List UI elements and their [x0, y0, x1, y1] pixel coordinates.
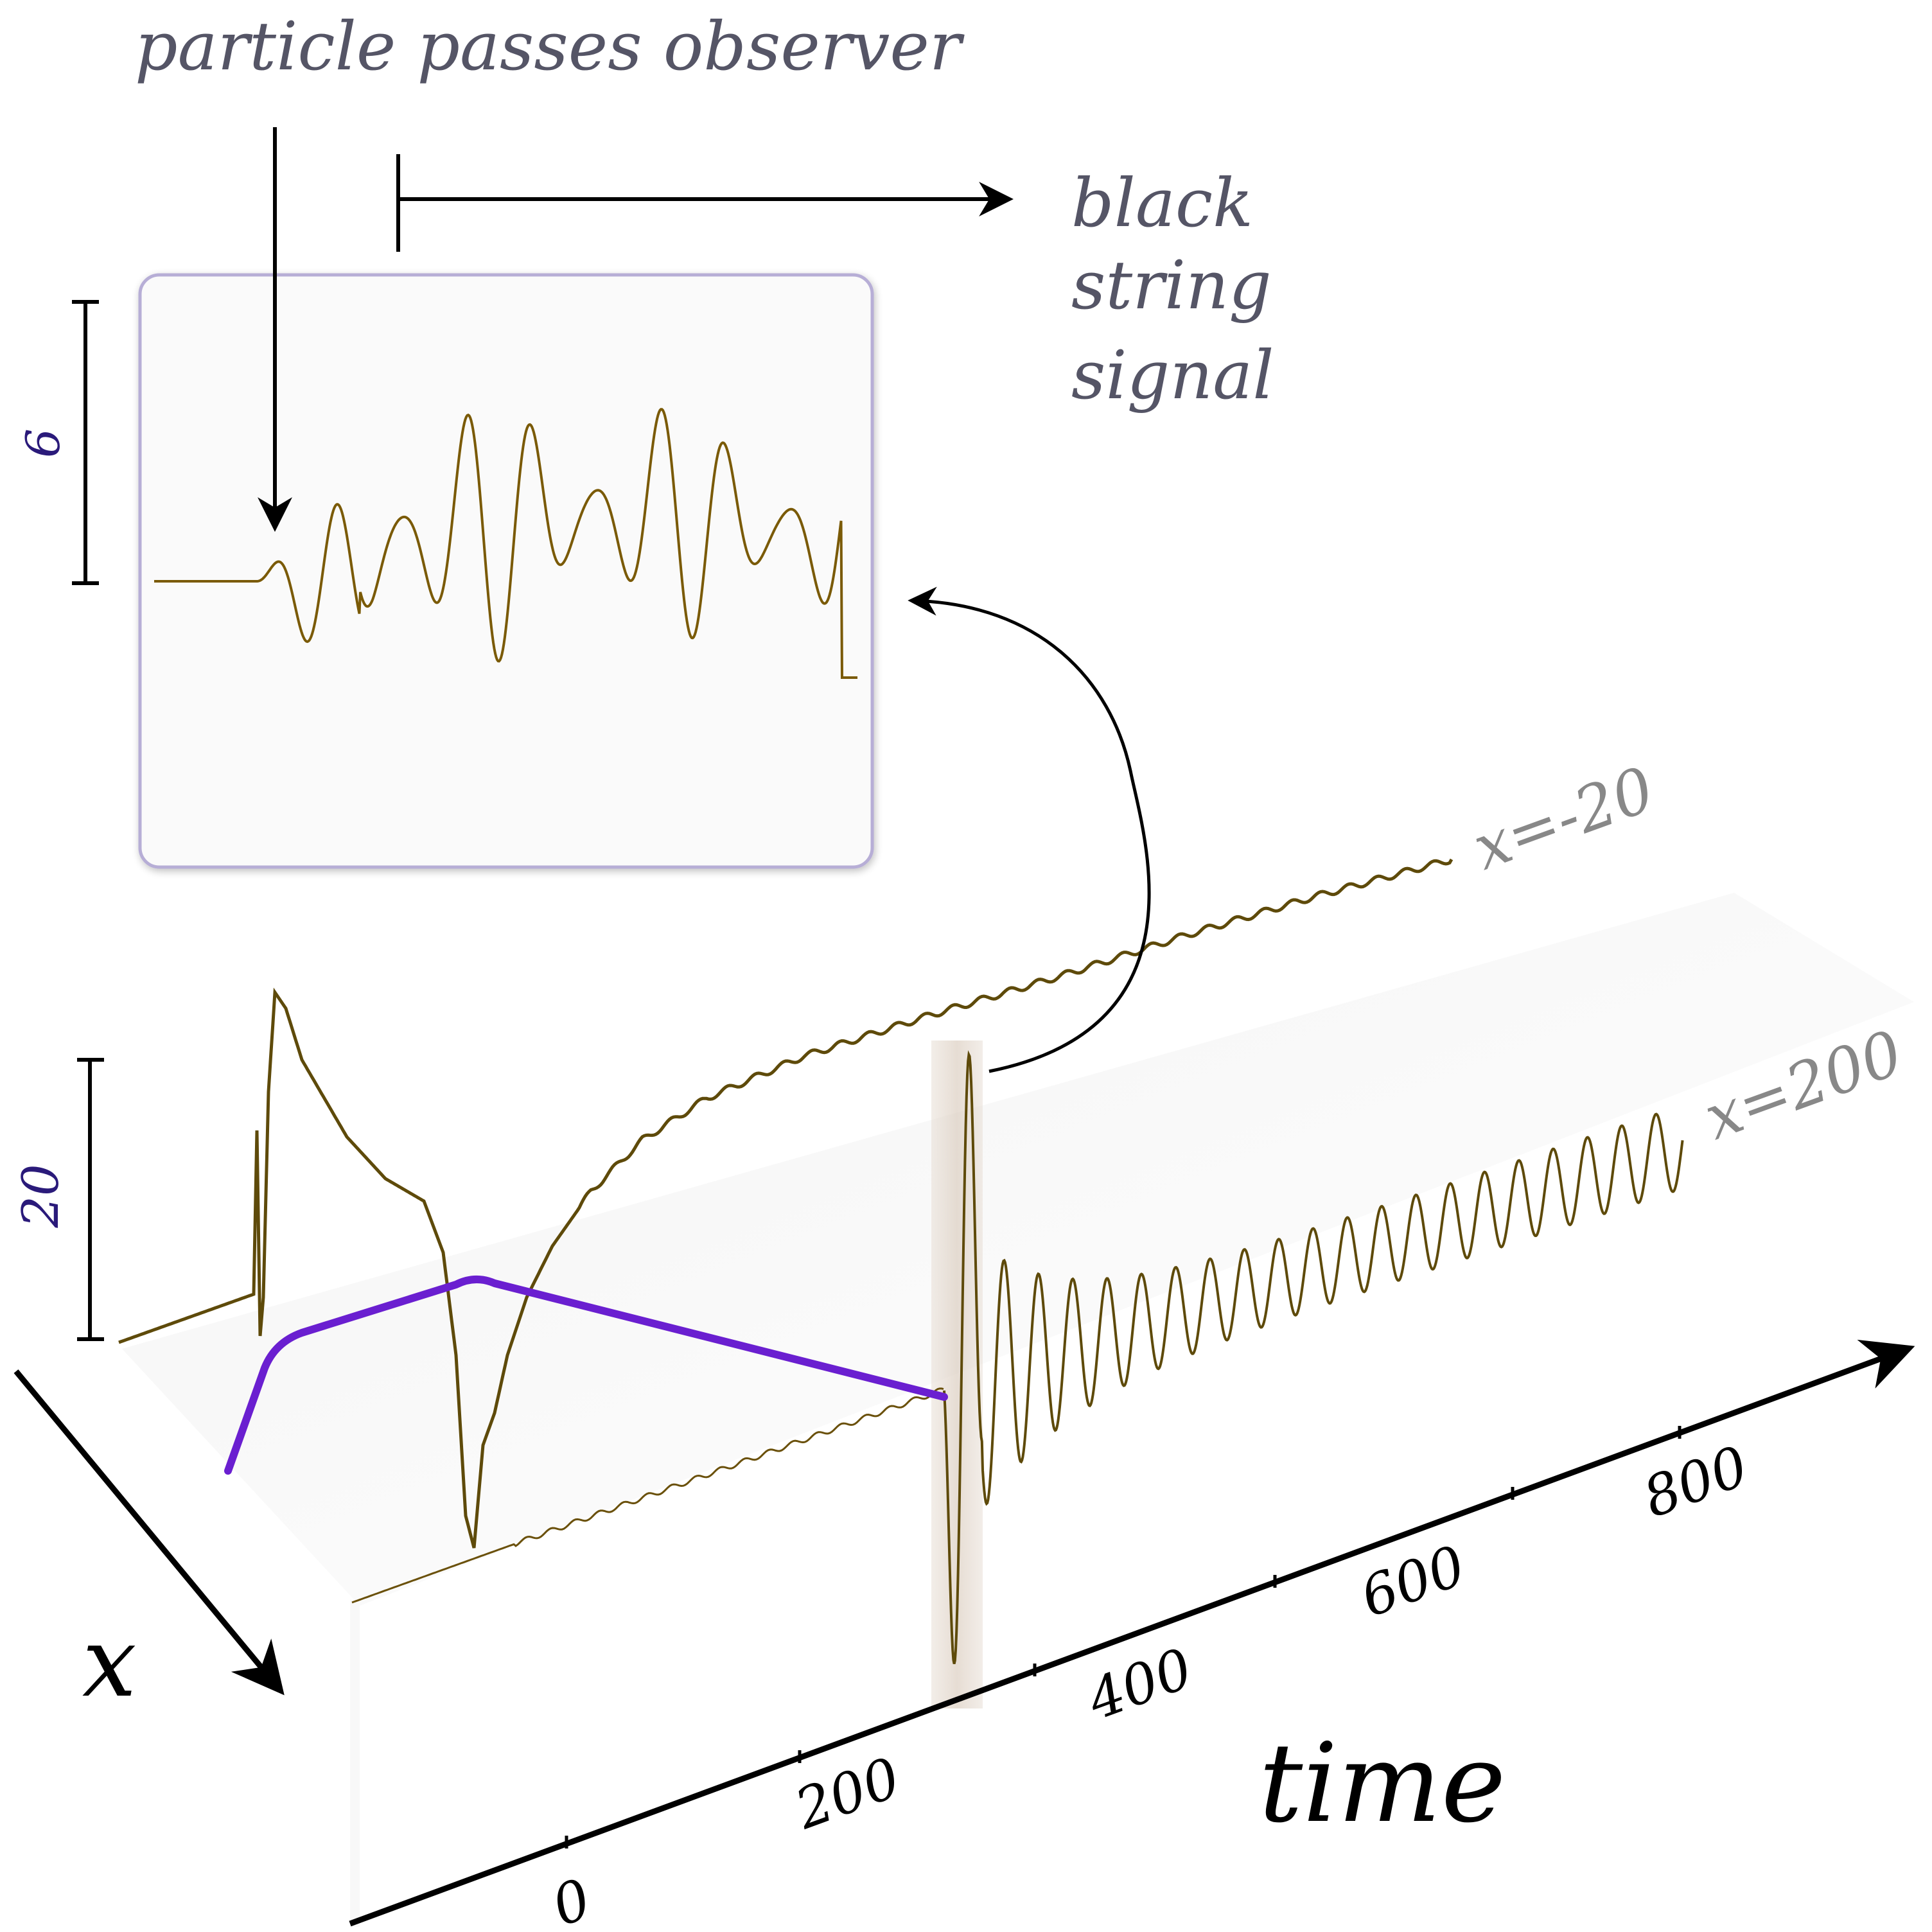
time-axis-ticks — [565, 1426, 1682, 1849]
trace-x-minus-20 — [118, 858, 1453, 1549]
time-axis-label: time — [1259, 1720, 1506, 1847]
particle-passes-label: particle passes observer — [135, 7, 965, 85]
floor-plane — [122, 893, 1914, 1606]
trace-x-200-lead — [351, 1387, 944, 1604]
main-scale-label: 20 — [12, 1164, 70, 1228]
x-axis-arrow — [13, 1369, 285, 1696]
trace-x-200-ringing — [943, 1050, 1684, 1664]
inset-box — [138, 273, 874, 869]
main-scale-bar — [77, 1058, 104, 1341]
tick-label-0: 0 — [544, 1866, 599, 1932]
floor-front-face — [350, 1599, 360, 1927]
series-label-x-minus-20: x=-20 — [1464, 753, 1664, 884]
black-string-label-3: signal — [1071, 336, 1274, 414]
black-string-label-2: string — [1071, 246, 1272, 324]
tick-label-200: 200 — [787, 1746, 908, 1842]
tick-label-800: 800 — [1635, 1434, 1756, 1531]
particle-worldline — [224, 1275, 948, 1475]
time-axis-arrow — [349, 1339, 1915, 1927]
black-string-arrow — [396, 154, 1014, 252]
curved-pointer-arrow — [908, 586, 1151, 1073]
inset-scale-label: 6 — [16, 428, 70, 458]
x-axis-label: x — [82, 1607, 137, 1719]
inset-scale-bar — [72, 300, 99, 585]
black-string-label-1: black — [1071, 164, 1253, 242]
inset-signal-trace — [154, 408, 857, 679]
floor-box — [122, 893, 1914, 1927]
inset-panel — [138, 273, 874, 869]
